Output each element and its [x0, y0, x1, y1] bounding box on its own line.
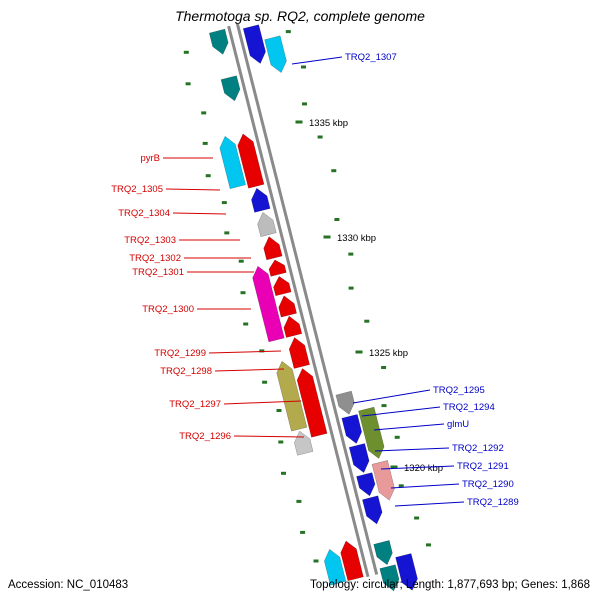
label-leader: [223, 400, 302, 405]
label-leader: [233, 435, 305, 438]
scale-label: 1320 kbp: [404, 463, 443, 474]
gene-label-TRQ2_1303[interactable]: TRQ2_1303: [124, 235, 176, 246]
gene-TRQ2_1300[interactable]: [252, 265, 285, 343]
gene-TRQ2_1301[interactable]: [273, 276, 292, 297]
gene-unlabeled-29[interactable]: [395, 553, 418, 591]
gene-TRQ2_1292[interactable]: [348, 443, 370, 473]
status-accession: Accession: NC_010483: [8, 579, 129, 591]
label-leader: [352, 389, 431, 404]
label-leader: [208, 350, 282, 354]
gene-label-TRQ2_1302[interactable]: TRQ2_1302: [129, 253, 181, 264]
label-leader: [172, 212, 227, 215]
label-leader: [390, 483, 460, 489]
page-title: Thermotoga sp. RQ2, complete genome: [175, 8, 425, 24]
label-leader: [394, 501, 465, 507]
gene-label-TRQ2_1294[interactable]: TRQ2_1294: [443, 402, 495, 413]
gene-unlabeled-1[interactable]: [242, 24, 266, 64]
gene-unlabeled-26[interactable]: [324, 548, 347, 586]
gene-unlabeled-25[interactable]: [340, 540, 364, 582]
backbone-line: [227, 25, 370, 578]
gene-TRQ2_1299[interactable]: [288, 337, 310, 369]
gene-TRQ2_1296[interactable]: [294, 430, 314, 456]
status-bar: Accession: NC_010483 Topology: circular;…: [0, 577, 600, 591]
gene-label-TRQ2_1292[interactable]: TRQ2_1292: [452, 443, 504, 454]
gene-unlabeled-12[interactable]: [278, 295, 297, 318]
gene-label-TRQ2_1301[interactable]: TRQ2_1301: [132, 267, 184, 278]
gene-TRQ2_1290[interactable]: [371, 460, 395, 501]
gene-label-TRQ2_1300[interactable]: TRQ2_1300: [142, 304, 194, 315]
gene-TRQ2_1302[interactable]: [268, 259, 287, 277]
label-leader: [214, 368, 285, 372]
gene-TRQ2_1294[interactable]: [341, 414, 362, 444]
label-leader: [380, 465, 455, 470]
gene-unlabeled-0[interactable]: [208, 28, 229, 55]
gene-label-TRQ2_1296[interactable]: TRQ2_1296: [179, 431, 231, 442]
gene-unlabeled-27[interactable]: [373, 540, 393, 566]
gene-TRQ2_1295[interactable]: [335, 390, 355, 415]
label-leader: [374, 447, 450, 452]
gene-label-glmU[interactable]: glmU: [447, 419, 469, 430]
label-leader: [165, 188, 221, 191]
gene-label-TRQ2_1297[interactable]: TRQ2_1297: [169, 399, 221, 410]
gene-TRQ2_1297[interactable]: [296, 368, 328, 438]
gene-label-pyrB[interactable]: pyrB: [140, 153, 160, 164]
gene-pyrB[interactable]: [219, 135, 246, 190]
gene-label-TRQ2_1290[interactable]: TRQ2_1290: [462, 479, 514, 490]
gene-unlabeled-5[interactable]: [237, 133, 265, 189]
gene-label-TRQ2_1299[interactable]: TRQ2_1299: [154, 348, 206, 359]
gene-TRQ2_1291[interactable]: [356, 472, 376, 497]
gene-label-TRQ2_1291[interactable]: TRQ2_1291: [457, 461, 509, 472]
label-leader: [373, 423, 445, 431]
scale-label: 1330 kbp: [337, 233, 376, 244]
gene-unlabeled-13[interactable]: [283, 315, 303, 338]
label-leader: [361, 406, 441, 417]
gene-label-TRQ2_1304[interactable]: TRQ2_1304: [118, 208, 170, 219]
gene-TRQ2_1303[interactable]: [263, 236, 283, 261]
gene-unlabeled-28[interactable]: [379, 564, 400, 592]
gene-label-TRQ2_1298[interactable]: TRQ2_1298: [160, 366, 212, 377]
gene-TRQ2_1307[interactable]: [264, 35, 287, 73]
gene-TRQ2_1298[interactable]: [276, 360, 308, 432]
gene-label-TRQ2_1289[interactable]: TRQ2_1289: [467, 497, 519, 508]
scale-label: 1325 kbp: [369, 348, 408, 359]
status-summary: Topology: circular; Length: 1,877,693 bp…: [309, 579, 590, 591]
gene-TRQ2_1289[interactable]: [362, 495, 383, 525]
scale-label: 1335 kbp: [309, 118, 348, 129]
gene-unlabeled-3[interactable]: [220, 75, 241, 102]
gene-TRQ2_1304[interactable]: [257, 212, 277, 238]
gene-label-TRQ2_1305[interactable]: TRQ2_1305: [111, 184, 163, 195]
gene-label-TRQ2_1307[interactable]: TRQ2_1307: [345, 52, 397, 63]
gene-label-TRQ2_1295[interactable]: TRQ2_1295: [433, 385, 485, 396]
gene-glmU[interactable]: [358, 406, 385, 459]
gene-TRQ2_1305[interactable]: [251, 187, 271, 213]
label-leader: [291, 56, 343, 65]
backbone-line: [235, 23, 379, 575]
